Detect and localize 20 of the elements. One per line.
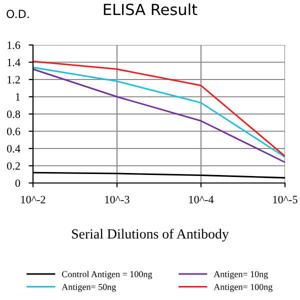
chart-title: ELISA Result: [104, 3, 198, 16]
legend-label: Control Antigen = 100ng: [62, 270, 152, 280]
y-tick-label: 1.6: [8, 41, 20, 50]
legend-label: Antigen= 10ng: [214, 271, 268, 280]
y-tick-label: 0.4: [7, 144, 20, 153]
y-tick-label: 1.2: [8, 76, 20, 84]
x-tick-label: 10^-4: [189, 196, 214, 204]
y-tick-label: 0.8: [7, 110, 20, 118]
y-tick-label: 0.2: [7, 162, 20, 170]
legend-label: Antigen= 100ng: [214, 284, 272, 292]
x-tick-label: 10^-2: [21, 196, 46, 204]
y-tick-label: 0: [15, 179, 20, 187]
y-tick-label: 1: [16, 93, 20, 101]
legend-label: Antigen= 50ng: [62, 284, 116, 292]
x-axis-title: Serial Dilutions of Antibody: [72, 228, 229, 242]
y-axis-title: O.D.: [6, 10, 29, 18]
y-tick-label: 0.6: [7, 128, 20, 136]
x-tick-label: 10^-3: [105, 196, 130, 204]
x-tick-label: 10^-5: [273, 196, 298, 204]
y-tick-label: 1.4: [8, 58, 20, 66]
